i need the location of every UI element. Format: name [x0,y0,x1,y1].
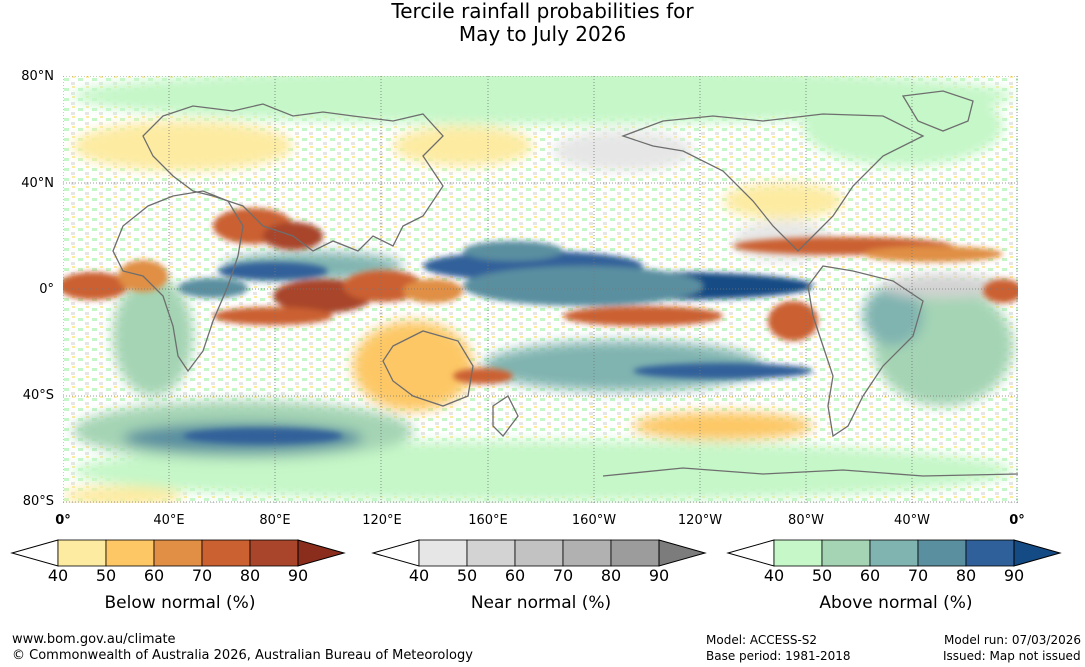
colorbar-segment [105,539,155,567]
colorbar-segment [965,539,1015,567]
footer-issued: Issued: Map not issued [943,649,1081,663]
colorbar-segment [153,539,203,567]
tick-label: 40 [408,566,430,585]
lon-label-0-east: 0° [1009,513,1025,528]
footer-base-period: Base period: 1981-2018 [706,649,851,663]
colorbar-segment [249,539,299,567]
tick-label: 40 [763,566,785,585]
colorbar-segment [562,539,612,567]
lat-label-40n: 40°N [21,176,54,191]
colorbar-low-arrow [726,539,775,567]
footer-model: Model: ACCESS-S2 [706,633,818,647]
colorbar-below [10,539,346,567]
legend-below-normal [10,538,350,568]
map-title: Tercile rainfall probabilities for May t… [0,0,1085,46]
colorbar-low-arrow [371,539,420,567]
colorbar-low-arrow [10,539,59,567]
lon-label-120e: 120°E [362,513,402,528]
lon-label-0: 0° [55,513,71,528]
colorbar-segment [418,539,468,567]
tick-label: 70 [552,566,574,585]
colorbar-segment [869,539,919,567]
lon-label-40e: 40°E [153,513,185,528]
lat-label-40s: 40°S [22,388,54,403]
colorbar-segment [917,539,967,567]
tick-label: 40 [47,566,69,585]
colorbar-above [726,539,1062,567]
tick-label: 70 [191,566,213,585]
lon-label-80e: 80°E [259,513,291,528]
lat-label-80n: 80°N [21,69,54,84]
legend-near-normal [371,538,711,568]
tick-label: 50 [811,566,833,585]
tick-label: 90 [648,566,670,585]
lat-label-80s: 80°S [22,494,54,509]
colorbar-high-arrow [1013,539,1062,567]
tick-label: 80 [239,566,261,585]
tick-label: 80 [955,566,977,585]
legend-title-above: Above normal (%) [819,593,973,613]
lat-label-equator: 0° [39,282,54,297]
tick-label: 80 [600,566,622,585]
tick-label: 90 [287,566,309,585]
tick-label: 50 [456,566,478,585]
colorbar-segment [466,539,516,567]
title-line-1: Tercile rainfall probabilities for [391,0,694,23]
lon-label-160w: 160°W [571,513,617,528]
colorbar-segment [773,539,823,567]
tick-label: 70 [907,566,929,585]
legend-title-below: Below normal (%) [104,593,256,613]
coastlines [112,90,1018,477]
colorbar-segment [201,539,251,567]
footer-model-run: Model run: 07/03/2026 [944,633,1082,647]
tick-label: 60 [143,566,165,585]
map-canvas [63,76,1018,503]
tick-label: 90 [1003,566,1025,585]
colorbar-segment [821,539,871,567]
lon-label-40w: 40°W [894,513,930,528]
colorbar-segment [610,539,660,567]
footer-copyright: © Commonwealth of Australia 2026, Austra… [12,648,473,663]
tick-label: 50 [95,566,117,585]
colorbar-high-arrow [658,539,707,567]
colorbar-high-arrow [297,539,346,567]
lon-label-80w: 80°W [788,513,824,528]
graticule [63,76,1018,503]
legend-title-near: Near normal (%) [470,593,612,613]
colorbar-segment [57,539,107,567]
tick-label: 60 [859,566,881,585]
lon-label-160e: 160°E [468,513,508,528]
colorbar-near [371,539,707,567]
rainfall-probability-map [63,76,1018,503]
title-line-2: May to July 2026 [458,22,627,46]
lon-label-120w: 120°W [677,513,723,528]
footer-url: www.bom.gov.au/climate [12,632,176,647]
tick-label: 60 [504,566,526,585]
legend-above-normal [726,538,1066,568]
colorbar-segment [514,539,564,567]
